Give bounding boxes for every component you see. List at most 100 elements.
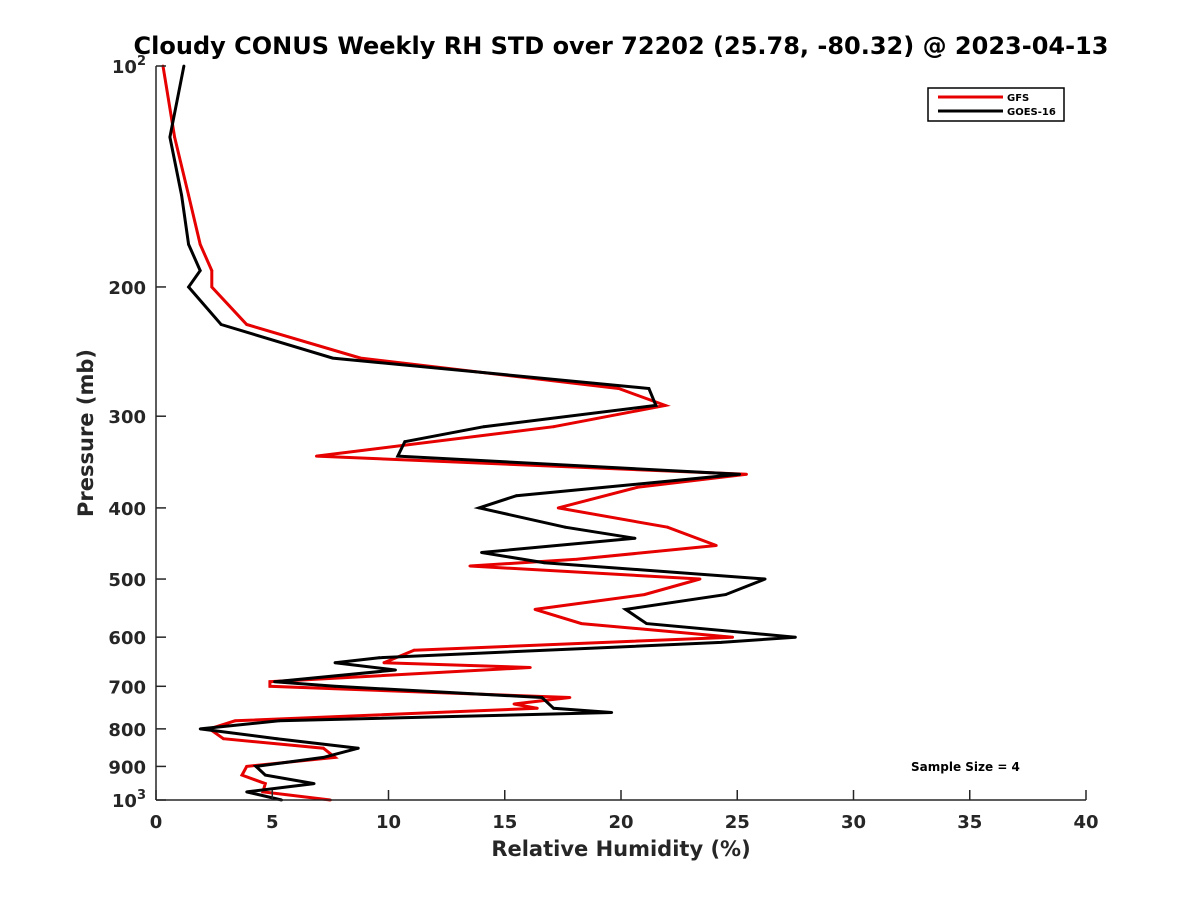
- y-tick-label: 300: [108, 407, 146, 428]
- data-point-goes16: [552, 706, 555, 710]
- y-tick-label: 400: [108, 499, 146, 520]
- y-tick-label: 800: [108, 720, 146, 741]
- data-point-gfs: [533, 608, 537, 611]
- x-tick-label: 5: [266, 812, 279, 833]
- data-point-gfs: [552, 425, 555, 429]
- y-tick-label: 103: [112, 788, 146, 812]
- data-point-gfs: [245, 765, 249, 768]
- data-point-goes16: [275, 737, 279, 741]
- data-point-gfs: [245, 323, 249, 326]
- data-point-gfs: [663, 404, 667, 407]
- data-point-goes16: [182, 64, 186, 68]
- data-point-gfs: [173, 135, 177, 139]
- data-point-gfs: [468, 564, 472, 568]
- y-ticks: 102 200 300 400 500 600 700 800 900 103: [108, 54, 166, 812]
- x-tick-label: 35: [957, 812, 982, 833]
- data-point-gfs: [580, 622, 583, 625]
- data-point-gfs: [322, 746, 325, 750]
- data-point-goes16: [187, 285, 191, 289]
- data-point-gfs: [635, 485, 639, 489]
- data-point-gfs: [698, 577, 702, 581]
- data-point-gfs: [512, 702, 516, 706]
- data-point-goes16: [254, 765, 258, 768]
- data-point-gfs: [382, 661, 386, 665]
- y-tick-label: 700: [108, 677, 146, 698]
- data-point-goes16: [277, 719, 281, 723]
- y-tick-label: 600: [108, 628, 146, 649]
- data-point-goes16: [719, 641, 723, 644]
- data-point-goes16: [624, 608, 627, 611]
- data-point-goes16: [645, 622, 648, 625]
- legend-label-goes16: GOES-16: [1007, 107, 1056, 118]
- data-point-goes16: [394, 668, 397, 672]
- x-tick-label: 40: [1073, 812, 1098, 833]
- data-point-goes16: [633, 536, 637, 540]
- data-point-gfs: [575, 557, 579, 561]
- series-line-gfs: [161, 65, 747, 802]
- data-point-goes16: [515, 494, 518, 498]
- x-tick-label: 25: [725, 812, 750, 833]
- data-point-gfs: [333, 756, 337, 759]
- data-point-goes16: [540, 696, 544, 699]
- data-point-goes16: [738, 472, 741, 476]
- data-point-goes16: [647, 387, 651, 390]
- data-point-gfs: [210, 269, 214, 272]
- data-point-goes16: [480, 551, 483, 554]
- data-point-gfs: [617, 387, 621, 390]
- data-point-gfs: [731, 635, 734, 639]
- data-point-gfs: [268, 684, 272, 688]
- data-point-gfs: [714, 544, 718, 547]
- legend: GFS GOES-16: [927, 87, 1065, 122]
- data-point-goes16: [263, 773, 267, 777]
- x-tick-label: 20: [608, 812, 633, 833]
- data-point-goes16: [333, 684, 337, 688]
- data-point-gfs: [268, 680, 272, 684]
- data-point-goes16: [273, 680, 276, 684]
- data-point-gfs: [198, 243, 202, 246]
- data-point-gfs: [528, 666, 532, 669]
- x-tick-label: 15: [492, 812, 517, 833]
- data-point-goes16: [322, 756, 325, 759]
- data-point-gfs: [187, 193, 191, 197]
- data-point-goes16: [312, 782, 316, 785]
- y-axis-label: Pressure (mb): [74, 349, 98, 517]
- data-point-goes16: [356, 746, 360, 750]
- data-point-gfs: [233, 719, 237, 723]
- data-point-gfs: [222, 737, 225, 741]
- data-point-goes16: [198, 727, 202, 731]
- data-point-goes16: [180, 193, 184, 197]
- legend-label-gfs: GFS: [1007, 93, 1029, 104]
- data-point-goes16: [477, 506, 481, 510]
- data-point-goes16: [403, 440, 407, 444]
- x-ticks: 0 5 10 15 20 25 30 35 40: [150, 790, 1099, 833]
- x-axis-label: Relative Humidity (%): [491, 837, 750, 861]
- data-point-gfs: [535, 706, 539, 710]
- y-tick-label: 200: [108, 278, 146, 299]
- data-point-gfs: [412, 648, 416, 652]
- data-point-gfs: [568, 696, 572, 699]
- data-point-gfs: [263, 782, 267, 785]
- series-layer: [161, 64, 797, 802]
- data-point-goes16: [168, 135, 172, 139]
- data-point-gfs: [556, 506, 560, 510]
- data-point-goes16: [542, 561, 546, 565]
- data-point-goes16: [794, 635, 797, 639]
- data-point-goes16: [187, 243, 191, 246]
- data-point-gfs: [359, 356, 362, 360]
- data-point-goes16: [396, 454, 400, 458]
- data-point-gfs: [210, 285, 214, 289]
- data-point-gfs: [666, 525, 669, 529]
- data-point-goes16: [333, 661, 337, 665]
- data-point-goes16: [219, 323, 223, 326]
- data-point-gfs: [240, 773, 244, 777]
- data-point-gfs: [745, 472, 748, 476]
- data-point-goes16: [563, 525, 567, 529]
- x-tick-label: 10: [376, 812, 401, 833]
- data-point-goes16: [482, 425, 486, 429]
- sample-size-annotation: Sample Size = 4: [911, 760, 1020, 774]
- chart-title: Cloudy CONUS Weekly RH STD over 72202 (2…: [134, 32, 1109, 60]
- y-tick-label: 102: [112, 54, 146, 78]
- data-point-goes16: [377, 656, 381, 660]
- y-tick-label: 500: [108, 570, 146, 591]
